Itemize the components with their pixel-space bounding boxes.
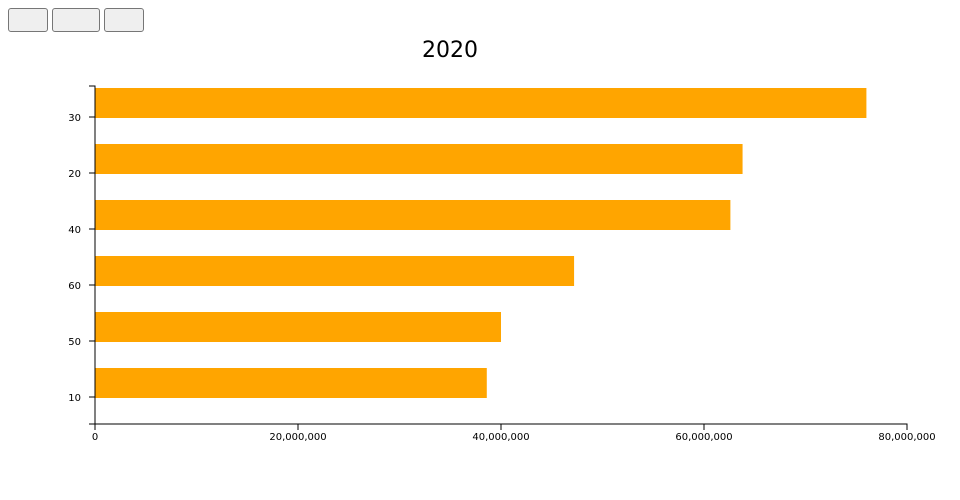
bar-50 (95, 312, 501, 342)
y-tick-label: 60 (68, 281, 81, 292)
y-tick-label: 50 (68, 337, 81, 348)
chart-title: 2020 (422, 38, 478, 63)
y-tick-label: 40 (68, 225, 81, 236)
x-tick-label: 20,000,000 (269, 432, 326, 443)
x-tick-label: 40,000,000 (472, 432, 529, 443)
control-button-3[interactable] (104, 8, 144, 32)
y-axis: 30 20 40 60 50 10 (68, 85, 96, 425)
y-tick-label: 10 (68, 393, 81, 404)
x-axis: 0 20,000,000 40,000,000 60,000,000 80,000,00… (92, 423, 936, 443)
control-button-2[interactable] (52, 8, 100, 32)
bar-40 (95, 200, 731, 230)
bar-group (95, 88, 867, 398)
control-button-1[interactable] (8, 8, 48, 32)
bar-20 (95, 144, 743, 174)
x-tick-label: 80,000,000 (878, 432, 935, 443)
control-bar (8, 8, 144, 32)
y-tick-label: 30 (68, 113, 81, 124)
y-tick-label: 20 (68, 169, 81, 180)
bar-60 (95, 256, 575, 286)
x-tick-label: 60,000,000 (675, 432, 732, 443)
bar-30 (95, 88, 867, 118)
x-tick-label: 0 (92, 432, 98, 443)
y-axis-line (89, 85, 96, 425)
bar-10 (95, 368, 487, 398)
